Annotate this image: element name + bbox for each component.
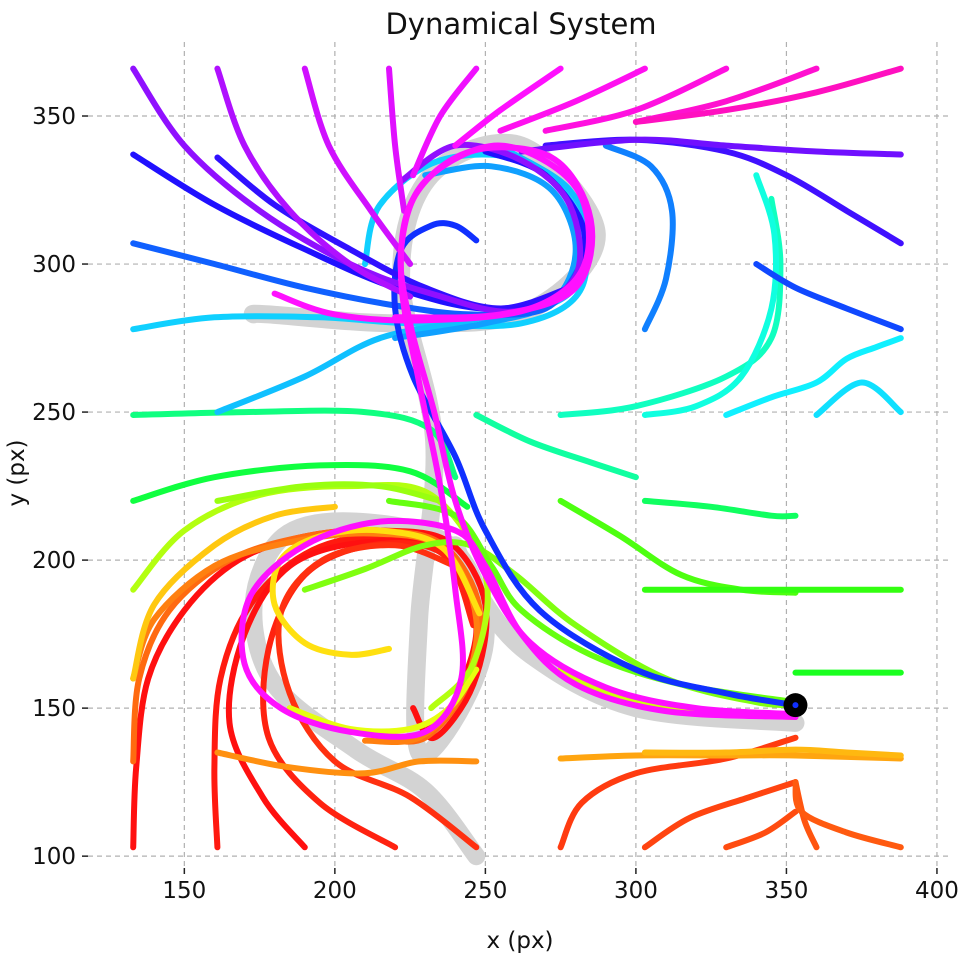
x-tick-label: 150 [162,878,206,904]
trajectory-line [214,481,444,504]
y-tick-label: 250 [32,400,76,426]
trajectory-line [723,335,904,418]
trajectory-line [130,148,589,312]
trajectory-line [410,65,480,179]
x-tick-label: 400 [915,878,959,904]
trajectory-line [641,172,779,418]
y-tick-label: 300 [32,252,76,278]
x-tick-label: 250 [463,878,507,904]
trajectory-line [641,497,799,520]
trajectory-line [641,746,904,759]
axis-ticks: 150 200 250 300 350 400 100 150 200 250 300 350 [32,104,959,904]
trajectory-line [753,261,904,333]
y-axis-label: y (px) [4,439,30,506]
y-tick-label: 150 [32,696,76,722]
trajectory-line [602,142,676,333]
trajectory-line [632,65,820,125]
chart-title: Dynamical System [385,7,656,41]
trajectory-line [392,162,579,342]
trajectory-line [275,542,480,851]
y-tick-label: 100 [32,844,76,870]
trajectory-line [723,808,799,851]
trajectory-line [391,220,799,709]
trajectory-line [542,65,730,134]
y-tick-label: 350 [32,104,76,130]
trajectory-line [238,144,799,740]
trajectory-line [813,379,904,418]
trajectory-line [497,65,648,134]
x-tick-label: 300 [614,878,658,904]
trajectory-line [130,65,584,315]
attractor-center [792,702,799,709]
trajectory-line [130,503,338,682]
trajectory-line [632,65,904,125]
trajectory-line [557,752,904,762]
trajectory-line [214,154,573,312]
attractor-marker [783,693,808,718]
x-tick-label: 350 [764,878,808,904]
trajectory-line [792,779,904,851]
trajectory-line [271,142,799,718]
x-tick-label: 200 [313,878,357,904]
trajectory-line [386,65,408,214]
trajectory-line [641,779,799,851]
trajectory-line [130,240,585,318]
trajectory-line [130,151,590,333]
x-axis-label: x (px) [486,928,553,954]
trajectory-line [518,136,904,158]
trajectory-line [214,749,480,777]
trajectories [130,65,904,851]
y-tick-label: 200 [32,548,76,574]
trajectory-line [452,65,564,149]
trajectory-line [130,461,471,510]
trajectory-line [130,481,491,712]
trajectory-line [473,412,639,481]
trajectory-line [301,65,414,267]
trajectory-line [214,65,414,300]
trajectory-line [301,539,799,709]
